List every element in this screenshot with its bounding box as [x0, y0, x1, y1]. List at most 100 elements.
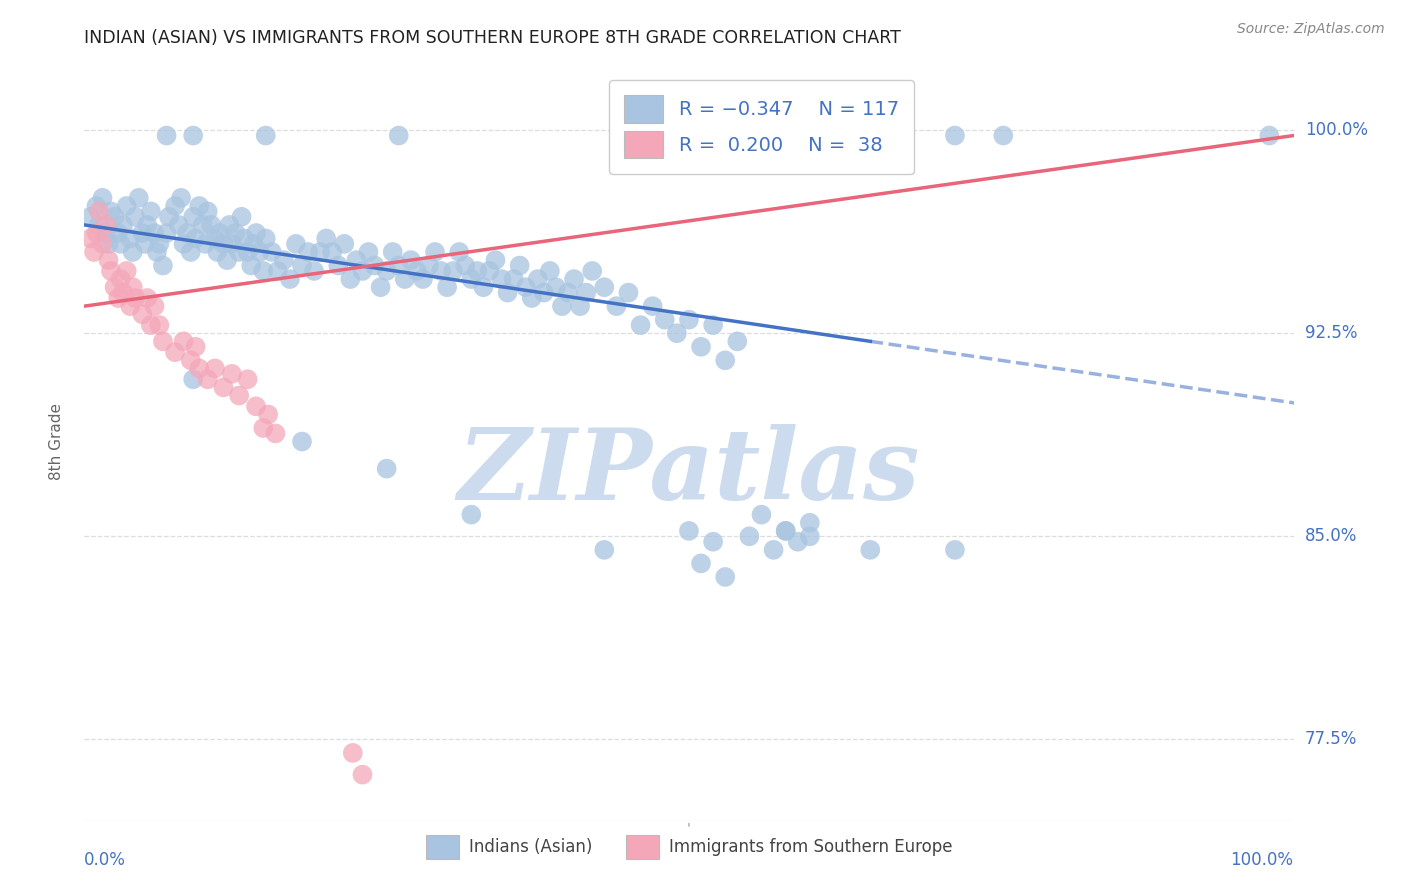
Point [236, 372, 259, 386]
Point [254, 128, 277, 143]
Point [236, 244, 259, 259]
Point [478, 264, 501, 278]
Point [388, 259, 411, 273]
Point [104, 210, 127, 224]
Point [157, 210, 180, 224]
Point [152, 334, 174, 349]
Point [221, 236, 243, 251]
Point [257, 408, 280, 422]
Point [124, 291, 146, 305]
Point [87, 204, 110, 219]
Point [363, 259, 385, 273]
Text: ZIPatlas: ZIPatlas [458, 424, 920, 520]
Point [370, 280, 392, 294]
Point [231, 210, 253, 224]
Point [333, 236, 356, 251]
Point [212, 236, 235, 251]
Point [173, 236, 195, 251]
Point [581, 264, 603, 278]
Point [690, 557, 713, 571]
Point [399, 253, 422, 268]
Point [249, 244, 271, 259]
Point [120, 231, 142, 245]
Point [228, 388, 250, 402]
Point [593, 542, 616, 557]
Point [83, 244, 105, 259]
Point [188, 199, 211, 213]
Legend: Indians (Asian), Immigrants from Southern Europe: Indians (Asian), Immigrants from Souther… [419, 829, 959, 865]
Point [714, 353, 737, 368]
Point [184, 340, 207, 354]
Point [799, 516, 821, 530]
Point [143, 226, 166, 240]
Point [678, 524, 700, 538]
Point [124, 210, 146, 224]
Point [165, 199, 187, 213]
Point [454, 259, 477, 273]
Point [630, 318, 652, 332]
Point [134, 236, 156, 251]
Point [342, 746, 364, 760]
Text: 100.0%: 100.0% [1305, 121, 1368, 139]
Point [120, 299, 142, 313]
Point [112, 285, 135, 300]
Point [346, 253, 368, 268]
Point [200, 218, 222, 232]
Point [557, 285, 579, 300]
Point [302, 264, 325, 278]
Point [575, 285, 598, 300]
Point [678, 312, 700, 326]
Point [121, 280, 143, 294]
Point [357, 244, 380, 259]
Point [284, 236, 308, 251]
Point [260, 244, 283, 259]
Point [641, 299, 664, 313]
Point [181, 372, 204, 386]
Point [738, 529, 761, 543]
Point [375, 461, 398, 475]
Text: INDIAN (ASIAN) VS IMMIGRANTS FROM SOUTHERN EUROPE 8TH GRADE CORRELATION CHART: INDIAN (ASIAN) VS IMMIGRANTS FROM SOUTHE… [84, 29, 901, 47]
Point [702, 318, 724, 332]
Point [859, 542, 882, 557]
Point [562, 272, 585, 286]
Point [381, 244, 404, 259]
Point [181, 128, 204, 143]
Point [110, 272, 132, 286]
Point [328, 259, 350, 273]
Point [593, 280, 616, 294]
Y-axis label: 8th Grade: 8th Grade [49, 403, 63, 480]
Point [225, 226, 247, 240]
Point [617, 285, 640, 300]
Point [267, 264, 290, 278]
Point [139, 204, 162, 219]
Point [254, 231, 277, 245]
Point [515, 280, 537, 294]
Point [278, 272, 301, 286]
Point [321, 244, 343, 259]
Point [91, 236, 114, 251]
Point [252, 264, 274, 278]
Point [472, 280, 495, 294]
Point [297, 244, 319, 259]
Point [352, 767, 374, 781]
Point [100, 264, 122, 278]
Point [97, 253, 120, 268]
Point [131, 307, 153, 321]
Point [188, 361, 211, 376]
Point [165, 345, 187, 359]
Point [136, 291, 159, 305]
Point [194, 236, 217, 251]
Point [204, 361, 226, 376]
Point [139, 318, 162, 332]
Point [291, 259, 314, 273]
Point [170, 191, 193, 205]
Point [943, 542, 966, 557]
Point [115, 264, 138, 278]
Point [799, 529, 821, 543]
Text: 0.0%: 0.0% [84, 851, 127, 869]
Point [484, 253, 506, 268]
Point [762, 542, 785, 557]
Point [228, 244, 250, 259]
Text: 85.0%: 85.0% [1305, 527, 1357, 545]
Point [212, 380, 235, 394]
